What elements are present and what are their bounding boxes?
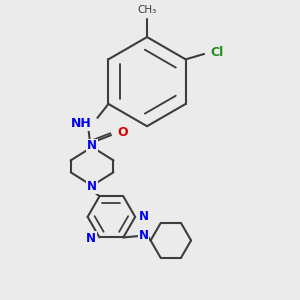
Text: CH₃: CH₃ <box>137 5 157 15</box>
Text: NH: NH <box>71 117 92 130</box>
Text: N: N <box>139 210 149 223</box>
Text: N: N <box>86 232 96 244</box>
Text: Cl: Cl <box>211 46 224 59</box>
Text: N: N <box>87 139 97 152</box>
Text: O: O <box>118 126 128 139</box>
Text: N: N <box>87 180 97 194</box>
Text: N: N <box>139 230 148 242</box>
